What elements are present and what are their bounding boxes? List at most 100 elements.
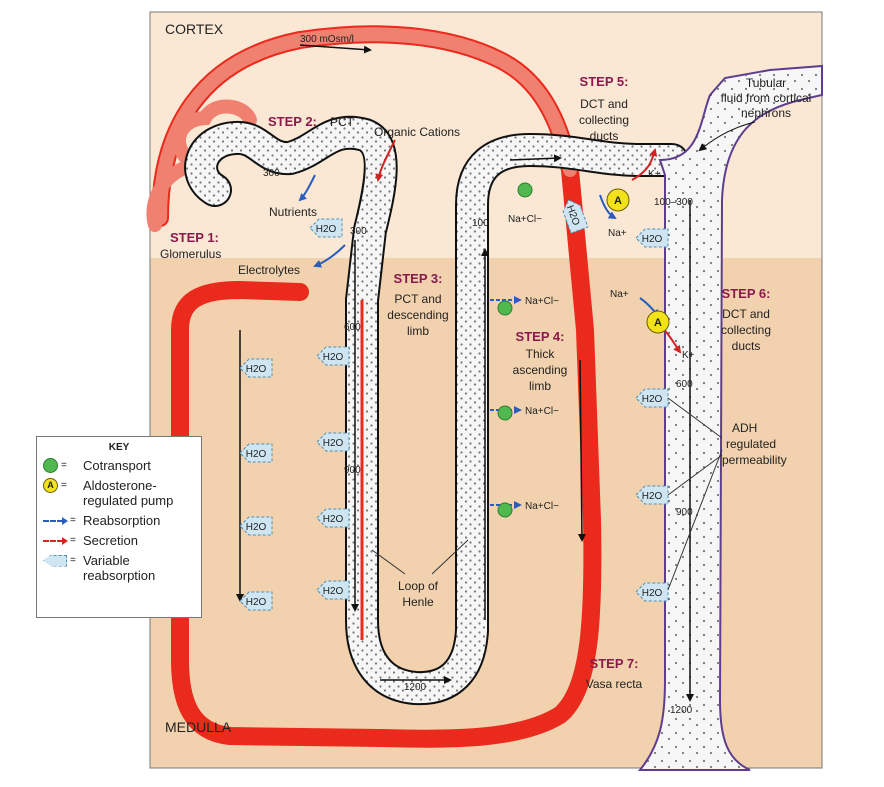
reabsorption-arrow-na-top bbox=[599, 194, 617, 220]
svg-text:STEP 7:: STEP 7: bbox=[590, 656, 639, 671]
step7-label: STEP 7: Vasa recta bbox=[586, 656, 643, 691]
nacl-label: Na+Cl− bbox=[525, 406, 559, 417]
water-badge-limb-3: H2O bbox=[316, 508, 350, 528]
cotransport-dot bbox=[517, 182, 533, 198]
svg-text:H2O: H2O bbox=[323, 514, 344, 525]
svg-text:regulated: regulated bbox=[726, 437, 776, 451]
reabsorption-arrow-nutrients bbox=[298, 174, 316, 202]
k-label: K+ bbox=[682, 350, 695, 361]
osm-label-desc-600: 600 bbox=[344, 322, 361, 333]
svg-text:fluid from cortical: fluid from cortical bbox=[721, 91, 812, 105]
electrolytes-label: Electrolytes bbox=[238, 263, 300, 277]
na-label: Na+ bbox=[610, 289, 629, 300]
flow-arrow-vessel-top bbox=[299, 44, 372, 54]
water-badge-cd-1: H2O bbox=[635, 228, 669, 248]
variable-reabsorption-icon bbox=[43, 554, 67, 567]
nacl-label: Na+Cl− bbox=[508, 214, 542, 225]
svg-text:limb: limb bbox=[407, 324, 429, 338]
svg-text:permeability: permeability bbox=[722, 453, 787, 467]
svg-text:A: A bbox=[654, 317, 662, 329]
svg-text:A: A bbox=[614, 195, 622, 207]
svg-text:STEP 3:: STEP 3: bbox=[394, 271, 443, 286]
key-legend: KEY = Cotransport A = Aldosterone-regulat… bbox=[36, 436, 202, 618]
key-title: KEY bbox=[108, 442, 130, 453]
key-row-pump: A = Aldosterone-regulated pump bbox=[43, 478, 201, 508]
osm-label-desc-900: 900 bbox=[344, 465, 361, 476]
osm-label-cd-600: 600 bbox=[676, 379, 693, 390]
water-badge-vessel-3: H2O bbox=[239, 516, 273, 536]
svg-text:H2O: H2O bbox=[642, 394, 663, 405]
collecting-duct bbox=[637, 64, 823, 771]
key-row-secretion: = Secretion bbox=[43, 533, 201, 548]
water-badge-cd-2: H2O bbox=[635, 388, 669, 408]
cotransport-icon bbox=[43, 458, 58, 473]
adh-leader-lines bbox=[667, 397, 723, 591]
step5-label: STEP 5: DCT and collecting ducts bbox=[579, 74, 629, 143]
svg-text:Glomerulus: Glomerulus bbox=[160, 247, 221, 261]
organic-cations-label: Organic Cations bbox=[374, 125, 460, 139]
cotransport-dot bbox=[497, 502, 513, 518]
water-badge-cd-4: H2O bbox=[635, 582, 669, 602]
nacl-label: Na+Cl− bbox=[525, 296, 559, 307]
svg-text:H2O: H2O bbox=[246, 597, 267, 608]
water-badge-vessel-1: H2O bbox=[239, 358, 273, 378]
svg-text:Tubular: Tubular bbox=[746, 76, 786, 90]
cotransport-dot bbox=[497, 405, 513, 421]
k-label: K+ bbox=[648, 169, 661, 180]
svg-text:STEP 5:: STEP 5: bbox=[580, 74, 629, 89]
svg-text:H2O: H2O bbox=[246, 522, 267, 533]
cotransport-dot bbox=[497, 300, 513, 316]
svg-text:Vasa recta: Vasa recta bbox=[586, 677, 643, 691]
step4-label: STEP 4: Thick ascending limb bbox=[513, 329, 568, 393]
loop-leader-lines bbox=[371, 539, 469, 575]
secretion-arrow-cations bbox=[375, 139, 396, 182]
svg-text:descending: descending bbox=[387, 308, 448, 322]
water-badge-limb-2: H2O bbox=[316, 432, 350, 452]
svg-text:STEP 1:: STEP 1: bbox=[170, 230, 219, 245]
medulla-label: MEDULLA bbox=[165, 719, 232, 735]
water-badge-vessel-2: H2O bbox=[239, 443, 273, 463]
svg-text:DCT and: DCT and bbox=[722, 307, 770, 321]
water-badge-cd-3: H2O bbox=[635, 485, 669, 505]
cortex-label: CORTEX bbox=[165, 21, 224, 37]
key-row-variable: = Variable reabsorption bbox=[43, 553, 201, 583]
svg-text:ducts: ducts bbox=[732, 339, 761, 353]
water-badge-vessel-4: H2O bbox=[239, 591, 273, 611]
reabsorption-arrow-icon bbox=[43, 516, 68, 525]
na-label: Na+ bbox=[608, 228, 627, 239]
svg-text:H2O: H2O bbox=[642, 234, 663, 245]
svg-text:H2O: H2O bbox=[323, 438, 344, 449]
flow-arrow-vessel-right bbox=[577, 359, 586, 542]
osm-label-cd-1200: 1200 bbox=[670, 705, 693, 716]
svg-text:limb: limb bbox=[529, 379, 551, 393]
flow-arrow-dct bbox=[509, 154, 562, 163]
svg-text:Loop of: Loop of bbox=[398, 579, 439, 593]
svg-text:ascending: ascending bbox=[513, 363, 568, 377]
svg-text:Henle: Henle bbox=[402, 595, 434, 609]
diagram-frame bbox=[149, 11, 823, 769]
water-badge-pct: H2O bbox=[309, 218, 343, 238]
water-badge-limb-1: H2O bbox=[316, 346, 350, 366]
osm-label-dct-range: 100–300 bbox=[654, 197, 693, 208]
osm-label-loop-1200: 1200 bbox=[404, 682, 427, 693]
afferent-arteriole bbox=[153, 27, 577, 225]
water-badge-limb-4: H2O bbox=[316, 580, 350, 600]
step3-label: STEP 3: PCT and descending limb bbox=[387, 271, 448, 338]
pump-icon: A bbox=[43, 478, 58, 493]
key-row-reabsorption: = Reabsorption bbox=[43, 513, 201, 528]
adh-label: ADH regulated permeability bbox=[722, 421, 787, 467]
step1-label: STEP 1: Glomerulus bbox=[160, 230, 221, 261]
tubular-fluid-label: Tubular fluid from cortical nephrons bbox=[721, 76, 812, 120]
svg-text:DCT and: DCT and bbox=[580, 97, 628, 111]
svg-text:STEP 2:: STEP 2: bbox=[268, 114, 317, 129]
water-badge-dct: H2O bbox=[559, 196, 589, 234]
osm-label-asc-100: 100 bbox=[472, 218, 489, 229]
loop-of-henle-label: Loop of Henle bbox=[398, 579, 439, 609]
svg-text:H2O: H2O bbox=[246, 449, 267, 460]
svg-text:H2O: H2O bbox=[246, 364, 267, 375]
osm-label-vessel: 300 mOsm/l bbox=[300, 34, 354, 45]
svg-text:ducts: ducts bbox=[590, 129, 619, 143]
aldosterone-pump-mid: A bbox=[646, 310, 670, 334]
glomerulus-capillary bbox=[146, 99, 257, 232]
svg-text:PCT: PCT bbox=[330, 115, 355, 129]
